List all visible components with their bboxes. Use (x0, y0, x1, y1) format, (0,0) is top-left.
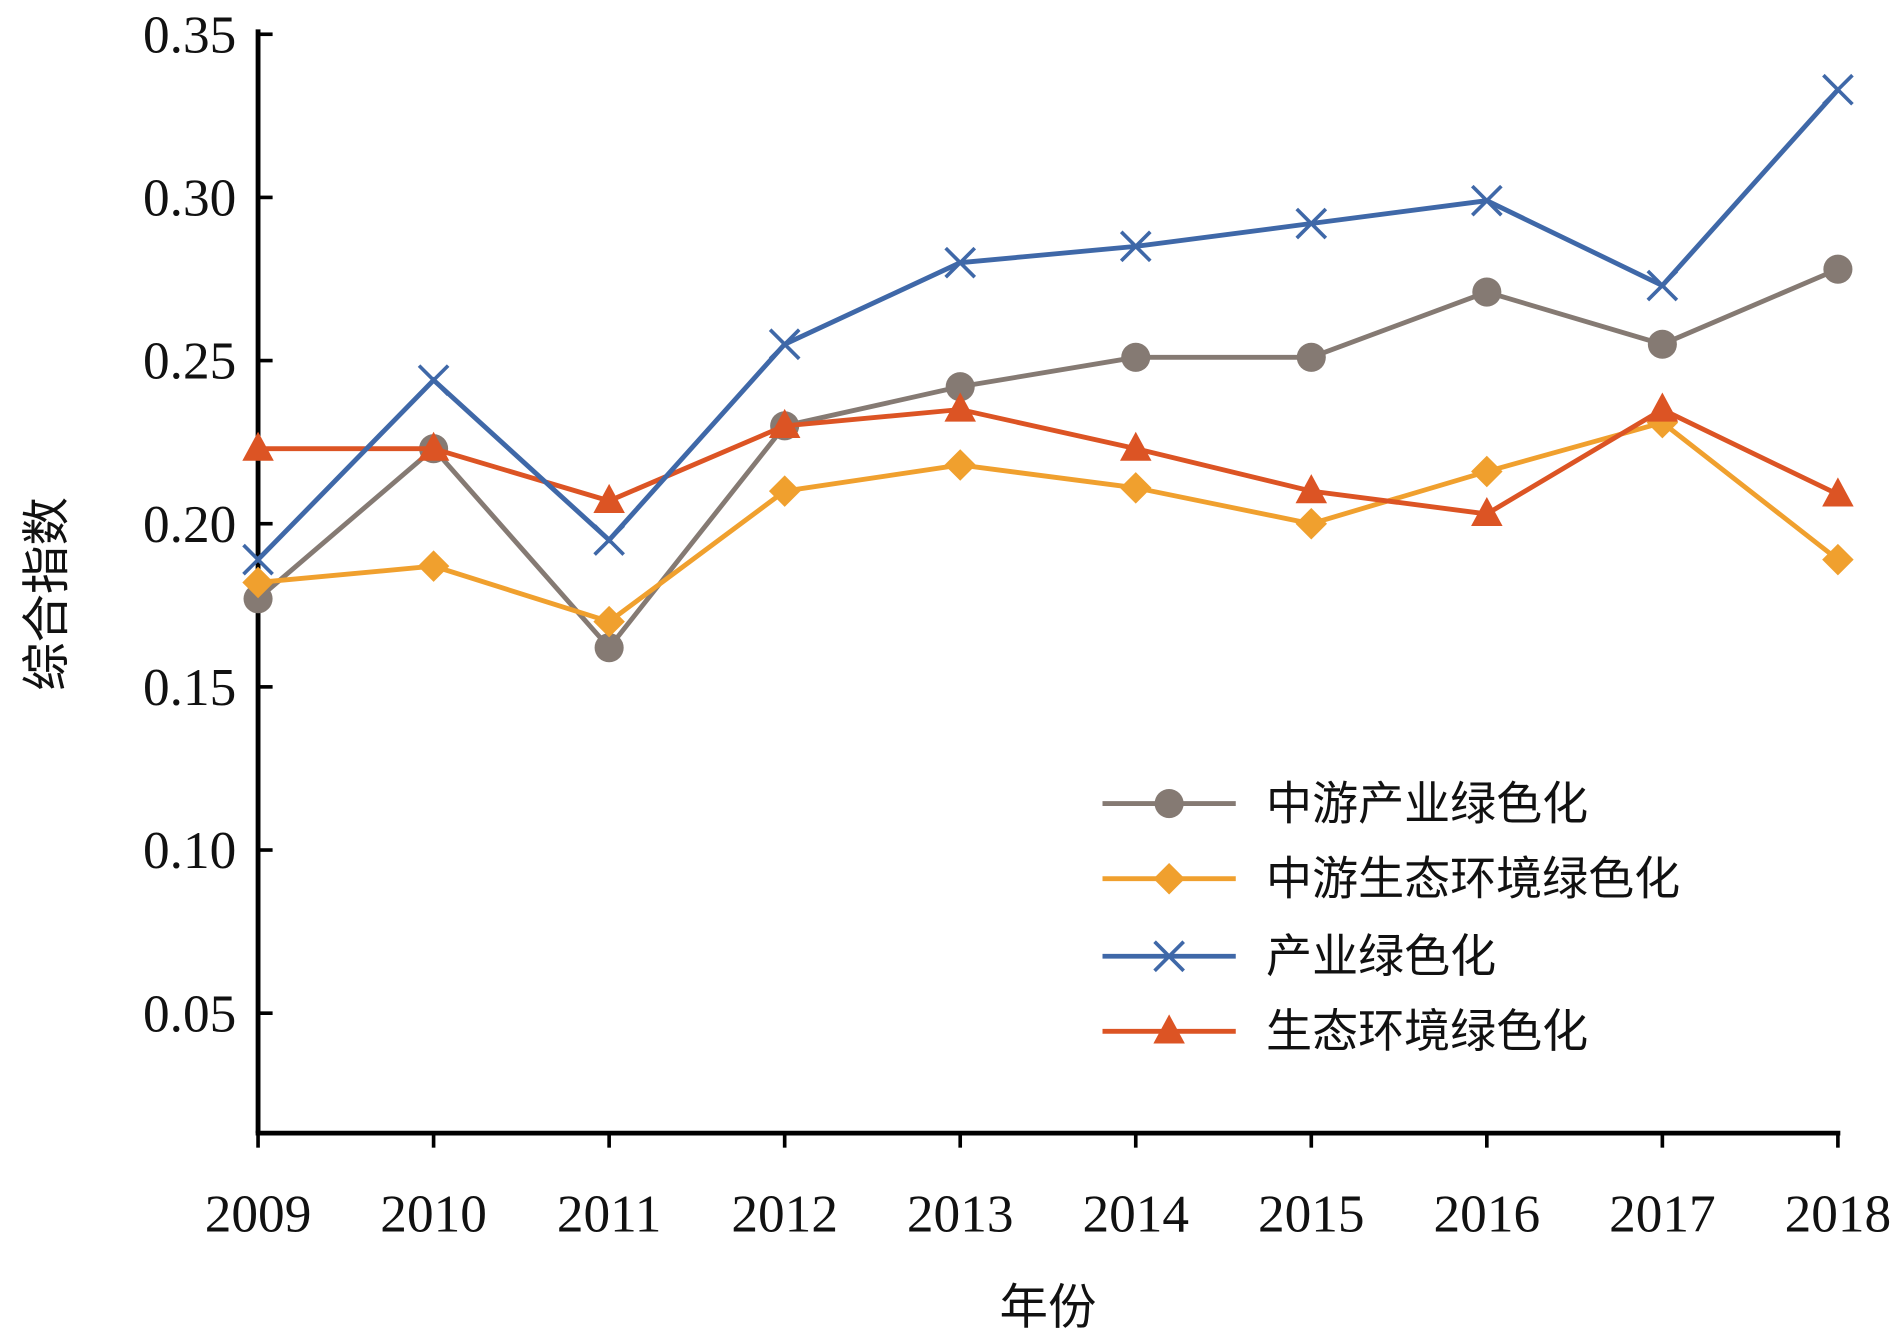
triangle-marker (417, 431, 450, 461)
x-tick-label: 2017 (1609, 1184, 1716, 1243)
circle-marker (1154, 789, 1184, 819)
x-marker-stroke (1295, 207, 1328, 240)
y-tick-label: 0.20 (143, 495, 236, 554)
y-tick-label: 0.35 (143, 5, 236, 64)
x-marker-stroke (1822, 73, 1854, 106)
triangle-marker (768, 408, 801, 438)
legend-label: 生态环境绿色化 (1266, 1004, 1588, 1058)
diamond-marker (944, 449, 976, 481)
diamond-marker (1295, 507, 1328, 540)
circle-marker (1823, 254, 1853, 284)
diamond-marker (1471, 455, 1503, 488)
legend-item: 生态环境绿色化 (1102, 1004, 1588, 1058)
x-tick-label: 2015 (1258, 1184, 1365, 1243)
triangle-marker (944, 392, 976, 422)
x-marker (593, 524, 625, 556)
circle-marker (1472, 277, 1502, 307)
x-axis-label: 年份 (1000, 1279, 1097, 1335)
x-marker-stroke (1153, 940, 1185, 973)
x-tick-label: 2012 (731, 1184, 838, 1243)
x-marker-stroke (242, 543, 274, 576)
x-marker-stroke (1646, 269, 1679, 302)
series-line (258, 406, 1839, 517)
circle-marker (594, 633, 624, 663)
x-tick-label: 2016 (1434, 1184, 1541, 1243)
triangle-marker (242, 431, 274, 461)
x-marker (1295, 207, 1328, 240)
legend-label: 中游产业绿色化 (1266, 776, 1588, 830)
diamond-marker (417, 550, 450, 582)
x-marker (768, 328, 801, 361)
x-marker (1119, 230, 1152, 263)
series-3 (242, 73, 1854, 576)
series-4 (242, 392, 1854, 527)
axes: 0.05 0.10 0.15 0.20 0.25 0.30 0.35 2009 2010 2011… (143, 5, 1890, 1243)
triangle-marker (1646, 392, 1679, 422)
x-tick-label: 2013 (907, 1184, 1014, 1243)
triangle-marker (1153, 1014, 1185, 1044)
x-marker-stroke (768, 328, 801, 361)
triangle-marker (1471, 496, 1503, 527)
diamond-marker (593, 605, 625, 638)
x-marker-stroke (944, 246, 977, 279)
x-marker (1471, 184, 1503, 217)
x-marker (944, 246, 977, 279)
x-tick-label: 2018 (1785, 1184, 1890, 1243)
y-tick-label: 0.10 (143, 821, 236, 880)
series-line (257, 419, 1840, 625)
x-tick-label: 2010 (380, 1184, 487, 1243)
y-tick-label: 0.25 (143, 332, 236, 391)
diamond-marker (768, 475, 801, 507)
x-marker (1153, 940, 1185, 973)
legend-label: 中游生态环境绿色化 (1266, 851, 1680, 905)
circle-marker (1121, 342, 1151, 372)
legend-item: 中游产业绿色化 (1102, 776, 1588, 830)
series-1 (243, 254, 1853, 663)
x-marker (242, 543, 274, 576)
series-line (256, 266, 1839, 652)
diamond-marker (242, 566, 274, 599)
x-tick-label: 2014 (1082, 1184, 1189, 1243)
x-marker-stroke (417, 364, 450, 396)
triangle-marker (593, 483, 625, 513)
legend-item: 中游生态环境绿色化 (1102, 851, 1680, 905)
series-line (256, 88, 1840, 562)
circle-marker (243, 584, 273, 614)
x-marker-stroke (1119, 230, 1152, 263)
x-marker (1646, 269, 1679, 302)
series-2 (242, 406, 1854, 638)
triangle-marker (1822, 477, 1854, 507)
triangle-marker (1120, 431, 1152, 461)
circle-marker (945, 372, 975, 402)
y-axis-label: 综合指数 (19, 497, 75, 691)
legend-label: 产业绿色化 (1266, 929, 1496, 983)
diamond-marker (1153, 862, 1185, 895)
x-tick-label: 2009 (205, 1184, 312, 1243)
x-marker-stroke (1471, 184, 1503, 217)
y-tick-label: 0.15 (143, 658, 236, 717)
x-marker-stroke (593, 524, 625, 556)
x-tick-label: 2011 (557, 1184, 662, 1243)
diamond-marker (1822, 543, 1854, 576)
y-tick-label: 0.30 (143, 169, 236, 228)
triangle-marker (1295, 474, 1328, 504)
circle-marker (1647, 329, 1677, 359)
legend-item: 产业绿色化 (1102, 929, 1496, 983)
x-marker (1822, 73, 1854, 106)
series-group (242, 73, 1854, 663)
y-tick-label: 0.05 (143, 984, 236, 1043)
circle-marker (1296, 342, 1326, 372)
x-marker (417, 364, 450, 396)
diamond-marker (1120, 472, 1152, 504)
